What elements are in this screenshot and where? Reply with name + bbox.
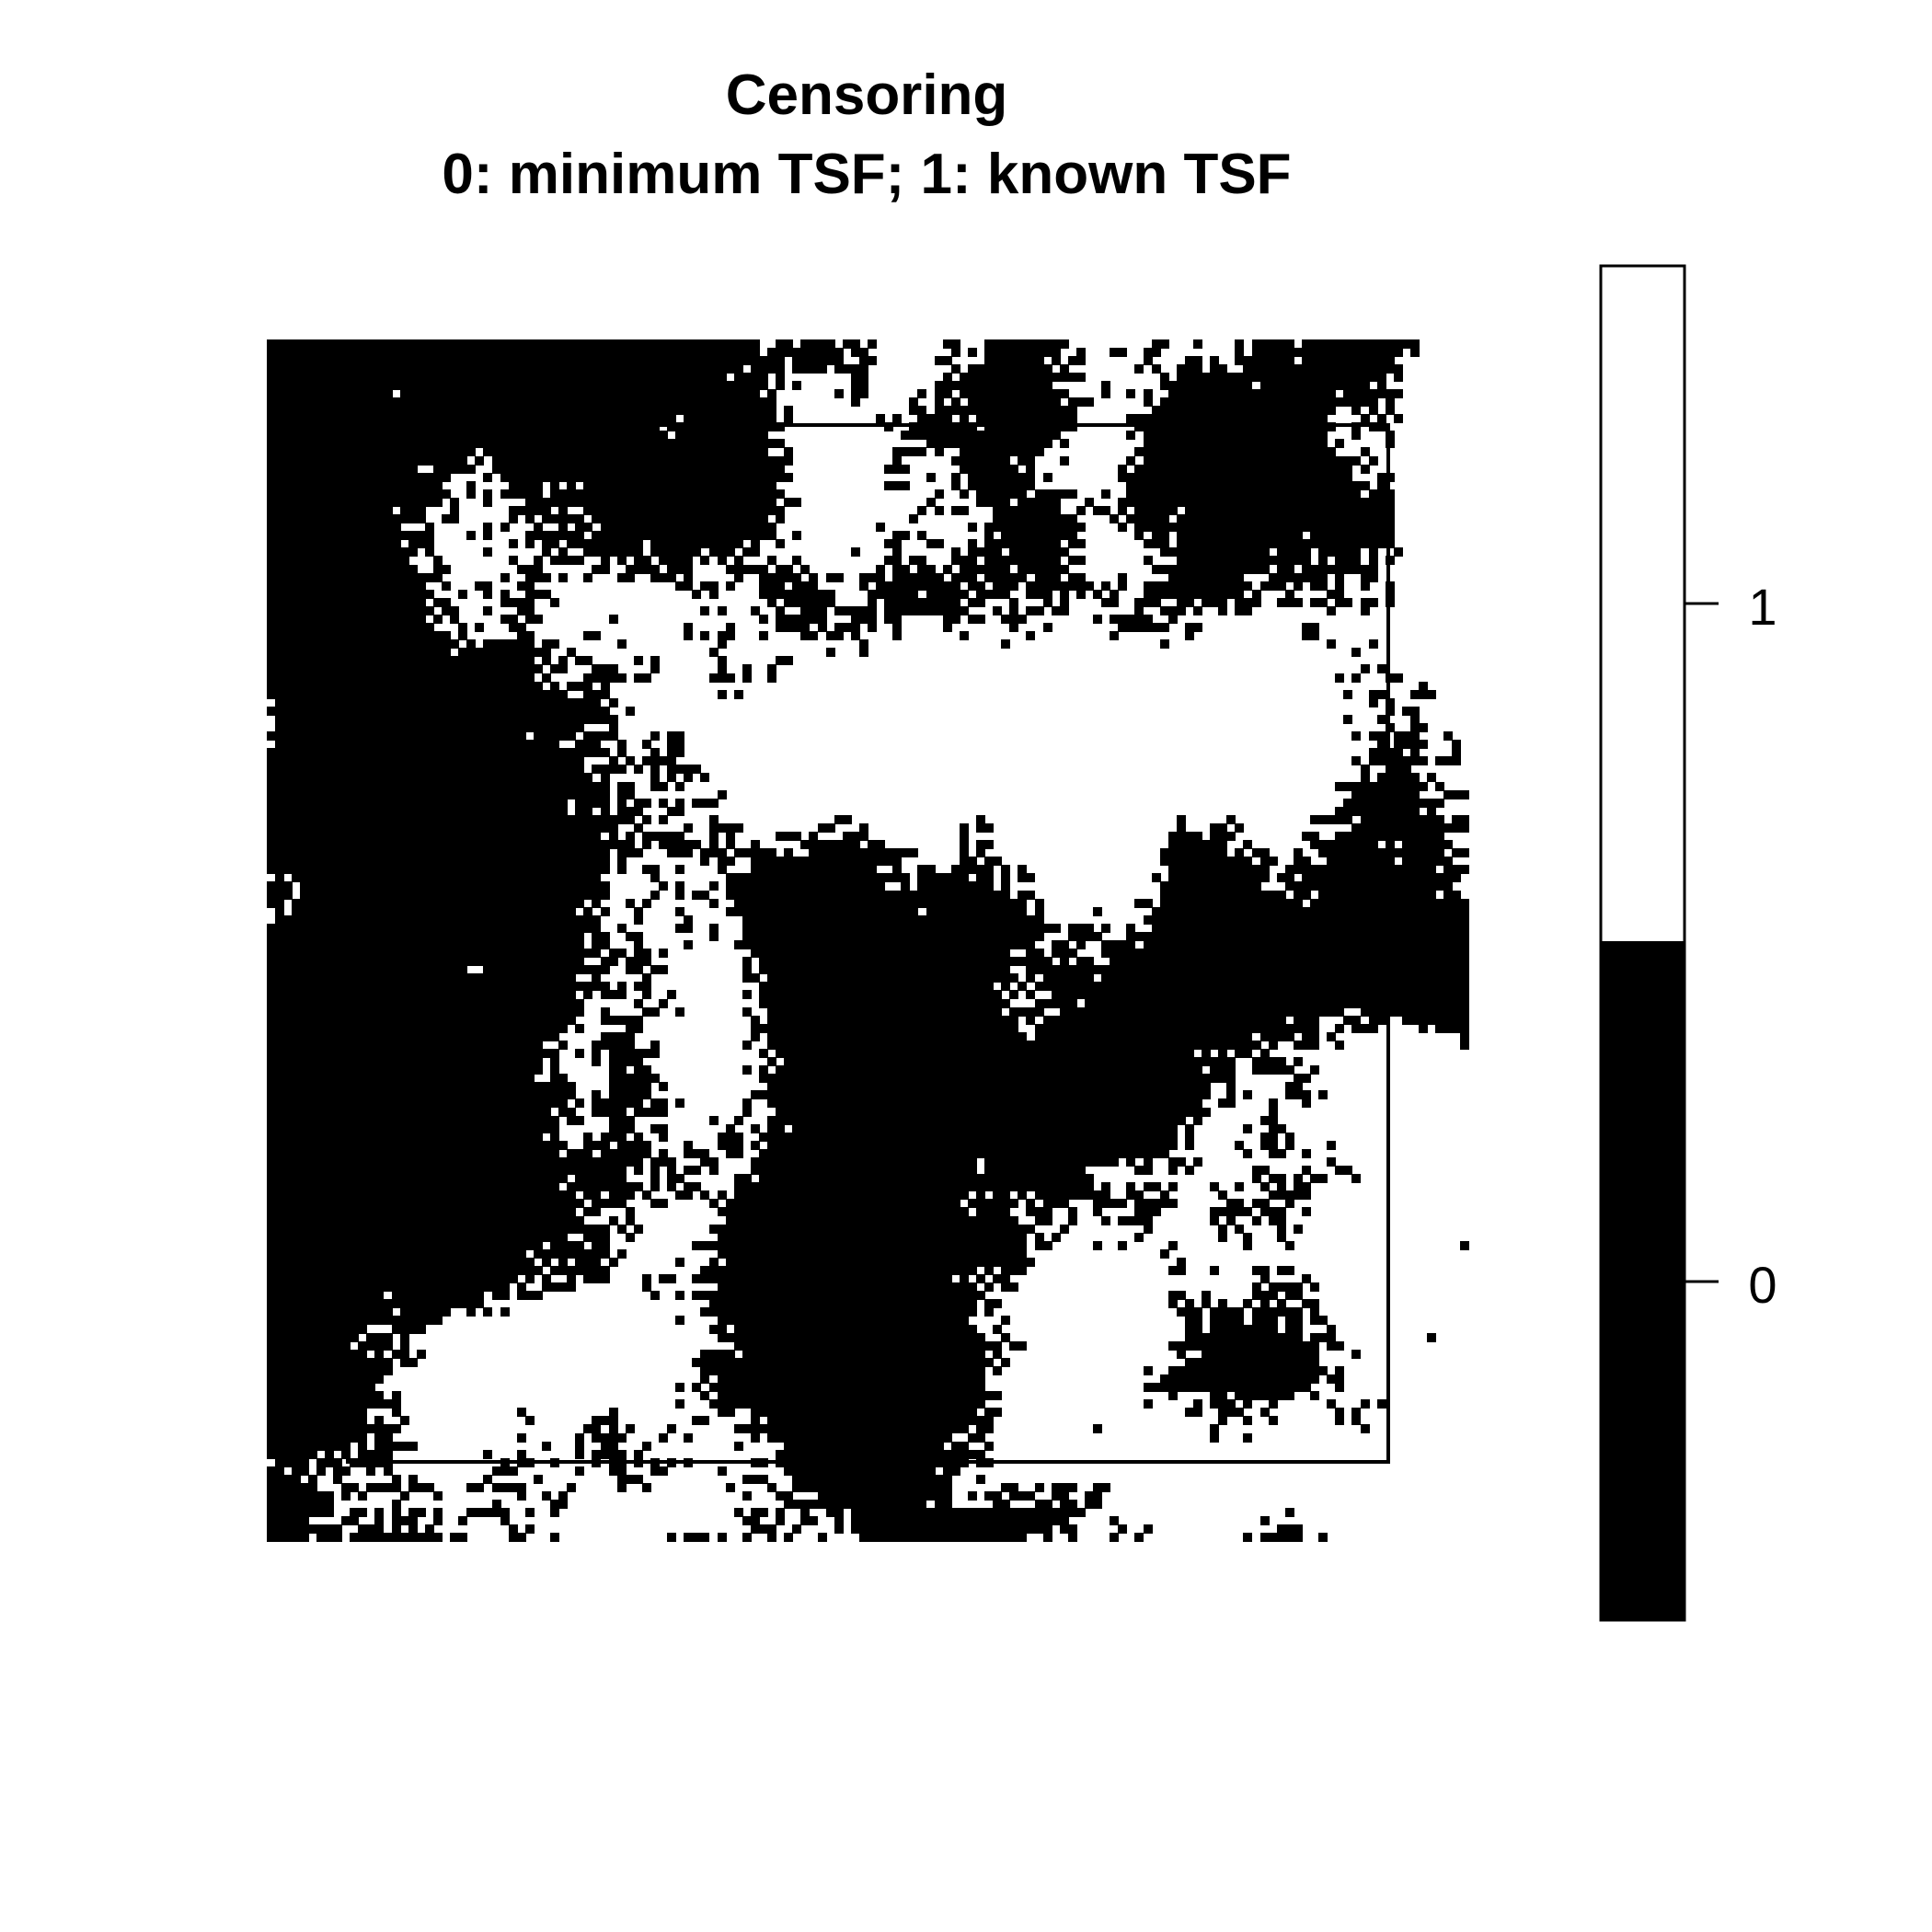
- legend-swatch-0: [1601, 941, 1685, 1620]
- legend-swatch-1: [1601, 266, 1685, 941]
- color-legend: 1 0: [1599, 264, 1777, 1622]
- legend-frame: [1599, 264, 1686, 1622]
- legend-tick-label-1: 1: [1748, 578, 1777, 636]
- inner-boundary-frame: [346, 423, 1390, 1464]
- chart-title: Censoring: [726, 63, 1008, 127]
- raster-area: [267, 339, 1469, 1542]
- legend-tick-label-0: 0: [1748, 1256, 1777, 1314]
- chart-subtitle: 0: minimum TSF; 1: known TSF: [442, 143, 1291, 206]
